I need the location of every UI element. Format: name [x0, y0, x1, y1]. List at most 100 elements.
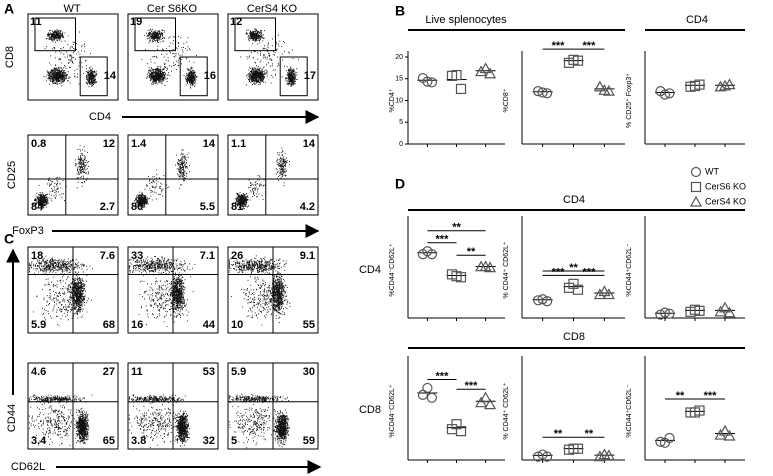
significance-stars: ***	[704, 390, 718, 402]
marker-circle	[664, 432, 675, 444]
marker-circle	[426, 77, 437, 88]
quadrant-value: 14	[203, 138, 216, 150]
marker-triangle	[484, 398, 497, 410]
group-header: CD8	[563, 331, 585, 343]
y-axis-label: %CD44⁻CD62L⁺	[389, 384, 396, 438]
gate-value: 14	[104, 70, 117, 82]
marker-square	[455, 83, 467, 95]
quadrant-value: 5	[231, 435, 237, 447]
marker-triangle	[475, 65, 488, 77]
cell-events	[28, 255, 93, 327]
gate-value: 11	[30, 16, 42, 28]
quadrant-value: 3.4	[31, 435, 47, 447]
quadrant-value: 0.8	[31, 138, 46, 150]
quadrant-value: 4.2	[300, 201, 315, 213]
quadrant-value: 11	[131, 366, 143, 378]
quadrant-value: 1.4	[131, 138, 147, 150]
marker-circle	[659, 307, 671, 318]
marker-circle	[537, 449, 548, 460]
significance-stars: **	[452, 222, 461, 234]
axis-label: CD25	[6, 161, 18, 189]
marker-triangle	[593, 450, 606, 462]
cell-events	[128, 255, 196, 328]
significance-stars: ***	[436, 370, 450, 382]
gate-value: 12	[230, 16, 242, 28]
quadrant-value: 32	[203, 435, 215, 447]
marker-triangle	[602, 288, 615, 300]
quadrant-value: 27	[103, 366, 115, 378]
axis-label: CD62L	[11, 461, 45, 473]
axis-label: CD8	[4, 46, 16, 68]
panel-label: A	[4, 1, 14, 17]
legend-label: CerS4 KO	[705, 196, 746, 206]
y-axis-label: %CD44⁺CD62L⁻	[626, 243, 633, 297]
marker-triangle	[484, 261, 497, 273]
y-axis-label: % CD25⁺ Foxp3⁺	[626, 73, 633, 128]
marker-square	[572, 443, 584, 454]
gate	[279, 56, 308, 97]
marker-triangle	[714, 80, 727, 92]
panel-label: B	[395, 3, 405, 19]
gate	[79, 56, 108, 97]
marker-square	[694, 305, 705, 316]
quadrant-value: 14	[303, 138, 316, 150]
marker-circle	[541, 296, 553, 307]
quadrant-value: 55	[303, 319, 315, 331]
plot-frame	[227, 134, 319, 216]
cell-events	[43, 28, 98, 88]
cell-events	[33, 145, 90, 211]
significance-stars: **	[554, 428, 563, 440]
gate-value: 17	[304, 70, 316, 82]
group-header: CD4	[686, 14, 708, 26]
gate-value: 16	[204, 70, 216, 82]
quadrant-value: 12	[103, 138, 115, 150]
marker-circle	[541, 451, 553, 462]
cell-events	[28, 394, 93, 446]
marker-circle	[537, 294, 548, 305]
panel-label: D	[395, 176, 405, 192]
marker-circle	[426, 392, 437, 403]
quadrant-value: 80	[131, 201, 143, 213]
y-tick-label: 5	[399, 119, 403, 126]
group-header: Live splenocytes	[425, 14, 507, 26]
y-axis-label: % CD44⁺ CD62L⁺	[503, 382, 510, 439]
marker-circle	[664, 88, 675, 99]
marker-circle	[422, 76, 433, 87]
axis-label: FoxP3	[12, 225, 44, 237]
quadrant-value: 26	[231, 250, 243, 262]
marker-triangle	[484, 67, 497, 79]
marker-triangle	[718, 424, 732, 436]
quadrant-value: 4.6	[31, 366, 46, 378]
marker-triangle	[593, 80, 606, 92]
significance-stars: ***	[552, 266, 566, 278]
marker-circle	[422, 382, 433, 394]
cell-events	[235, 147, 291, 210]
y-tick-label: 10	[395, 97, 403, 104]
marker-square	[690, 181, 702, 193]
column-title: Cer S6KO	[147, 3, 198, 15]
quadrant-value: 16	[131, 319, 143, 331]
axis-label: CD4	[89, 111, 111, 123]
y-tick-label: 15	[395, 76, 403, 83]
marker-triangle	[593, 288, 606, 300]
marker-square	[572, 284, 584, 295]
marker-circle	[541, 88, 553, 99]
y-axis-label: %CD4⁺	[389, 88, 396, 112]
legend-label: WT	[705, 166, 719, 176]
marker-triangle	[718, 79, 732, 91]
marker-circle	[426, 249, 437, 260]
gate	[179, 56, 208, 97]
cell-events	[240, 28, 299, 87]
quadrant-value: 3.8	[131, 435, 146, 447]
quadrant-value: 7.1	[200, 250, 215, 262]
marker-circle	[690, 166, 702, 178]
axis-label: CD44	[6, 404, 18, 432]
marker-square	[572, 55, 584, 66]
significance-stars: ***	[465, 380, 479, 392]
group-header: CD4	[563, 194, 585, 206]
quadrant-value: 5.5	[200, 201, 215, 213]
quadrant-value: 65	[103, 435, 115, 447]
significance-stars: ***	[552, 40, 566, 52]
gate	[134, 17, 176, 52]
